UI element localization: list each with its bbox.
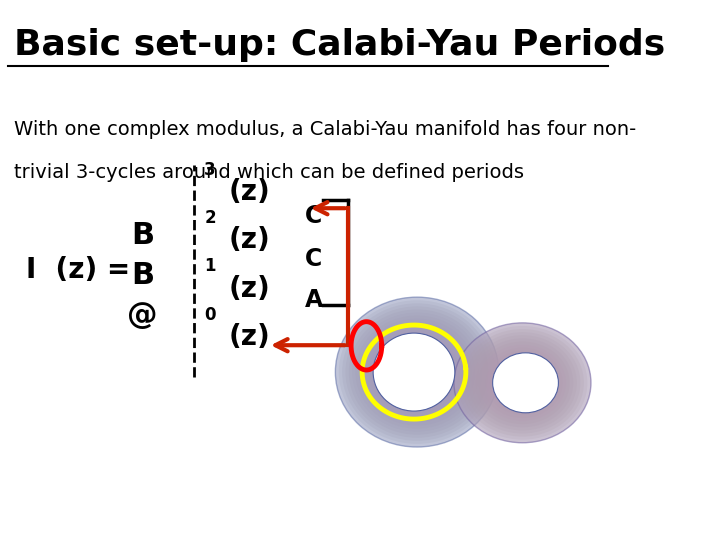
Ellipse shape	[399, 355, 436, 389]
Ellipse shape	[348, 309, 485, 435]
Ellipse shape	[472, 339, 573, 427]
Ellipse shape	[518, 379, 527, 387]
Ellipse shape	[503, 366, 541, 400]
Ellipse shape	[352, 313, 482, 431]
Ellipse shape	[342, 303, 492, 441]
Ellipse shape	[492, 353, 559, 413]
Text: With one complex modulus, a Calabi-Yau manifold has four non-: With one complex modulus, a Calabi-Yau m…	[14, 119, 636, 139]
Ellipse shape	[500, 363, 545, 402]
Ellipse shape	[507, 369, 538, 396]
Ellipse shape	[382, 340, 452, 404]
Ellipse shape	[454, 323, 591, 443]
Text: (z): (z)	[228, 178, 270, 206]
Text: C: C	[305, 247, 322, 271]
Ellipse shape	[372, 331, 462, 413]
Ellipse shape	[379, 337, 455, 407]
Ellipse shape	[457, 326, 588, 440]
Ellipse shape	[492, 357, 552, 409]
Ellipse shape	[510, 373, 534, 393]
Ellipse shape	[346, 306, 489, 438]
Text: (z): (z)	[228, 226, 270, 254]
Ellipse shape	[356, 315, 479, 429]
Text: trivial 3-cycles around which can be defined periods: trivial 3-cycles around which can be def…	[14, 163, 523, 181]
Ellipse shape	[369, 328, 465, 416]
Ellipse shape	[373, 333, 455, 411]
Ellipse shape	[496, 360, 549, 406]
Ellipse shape	[338, 300, 495, 444]
Ellipse shape	[409, 364, 426, 380]
Ellipse shape	[402, 359, 432, 386]
Ellipse shape	[415, 370, 419, 374]
Text: C: C	[305, 204, 322, 228]
Text: B: B	[131, 261, 154, 290]
Ellipse shape	[464, 332, 580, 434]
Ellipse shape	[385, 343, 449, 401]
Text: Basic set-up: Calabi-Yau Periods: Basic set-up: Calabi-Yau Periods	[14, 28, 665, 62]
Ellipse shape	[365, 325, 469, 420]
Text: 3: 3	[204, 161, 216, 179]
Ellipse shape	[412, 368, 422, 376]
Text: (z): (z)	[228, 323, 270, 351]
Text: A: A	[305, 287, 323, 312]
Ellipse shape	[468, 335, 577, 430]
Ellipse shape	[521, 382, 524, 384]
Ellipse shape	[454, 323, 591, 443]
Text: 2: 2	[204, 209, 216, 227]
Ellipse shape	[389, 346, 446, 398]
Ellipse shape	[395, 352, 438, 392]
Ellipse shape	[482, 348, 563, 418]
Text: B: B	[131, 220, 154, 249]
Ellipse shape	[479, 345, 566, 421]
Ellipse shape	[392, 349, 442, 395]
Ellipse shape	[490, 354, 556, 412]
Ellipse shape	[405, 361, 428, 383]
Text: 0: 0	[204, 306, 216, 323]
Ellipse shape	[362, 322, 472, 422]
Ellipse shape	[461, 329, 584, 436]
Ellipse shape	[336, 297, 499, 447]
Text: (z): (z)	[228, 275, 270, 303]
Ellipse shape	[514, 375, 531, 390]
Ellipse shape	[336, 297, 499, 447]
Text: I  (z) =: I (z) =	[26, 256, 130, 284]
Ellipse shape	[475, 341, 570, 424]
Ellipse shape	[486, 350, 559, 415]
Ellipse shape	[359, 319, 475, 426]
Text: 1: 1	[204, 258, 216, 275]
Text: @: @	[127, 301, 158, 330]
Ellipse shape	[375, 334, 459, 410]
